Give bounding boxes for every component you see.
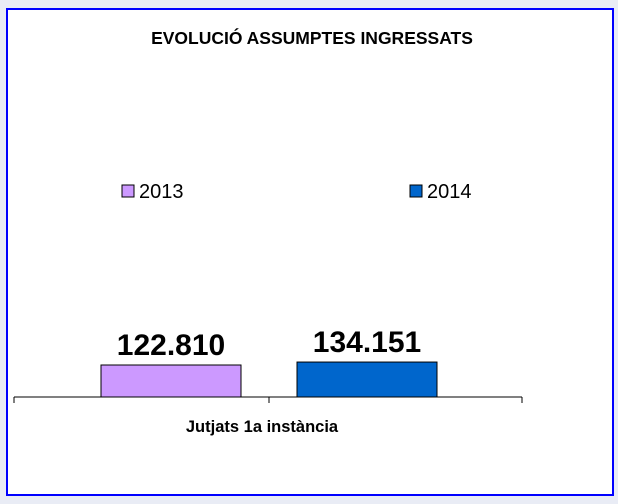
bar-2013 bbox=[100, 364, 242, 398]
legend-label-2014: 2014 bbox=[427, 181, 472, 203]
bar-chart: EVOLUCIÓ ASSUMPTES INGRESSATS 2013 2014 … bbox=[13, 27, 523, 436]
legend-swatch-2014 bbox=[409, 184, 423, 198]
chart-title: EVOLUCIÓ ASSUMPTES INGRESSATS bbox=[151, 27, 473, 48]
bar-2014 bbox=[296, 361, 438, 398]
chart-frame: EVOLUCIÓ ASSUMPTES INGRESSATS 2013 2014 … bbox=[6, 8, 614, 496]
category-label: Jutjats 1a instància bbox=[186, 418, 339, 436]
legend-label-2013: 2013 bbox=[139, 181, 184, 203]
bars-group: 122.810 134.151 bbox=[100, 326, 438, 398]
legend-swatch-2013 bbox=[121, 184, 135, 198]
data-label-2014: 134.151 bbox=[313, 326, 421, 359]
legend: 2013 2014 bbox=[121, 181, 472, 203]
data-label-2013: 122.810 bbox=[117, 329, 225, 362]
